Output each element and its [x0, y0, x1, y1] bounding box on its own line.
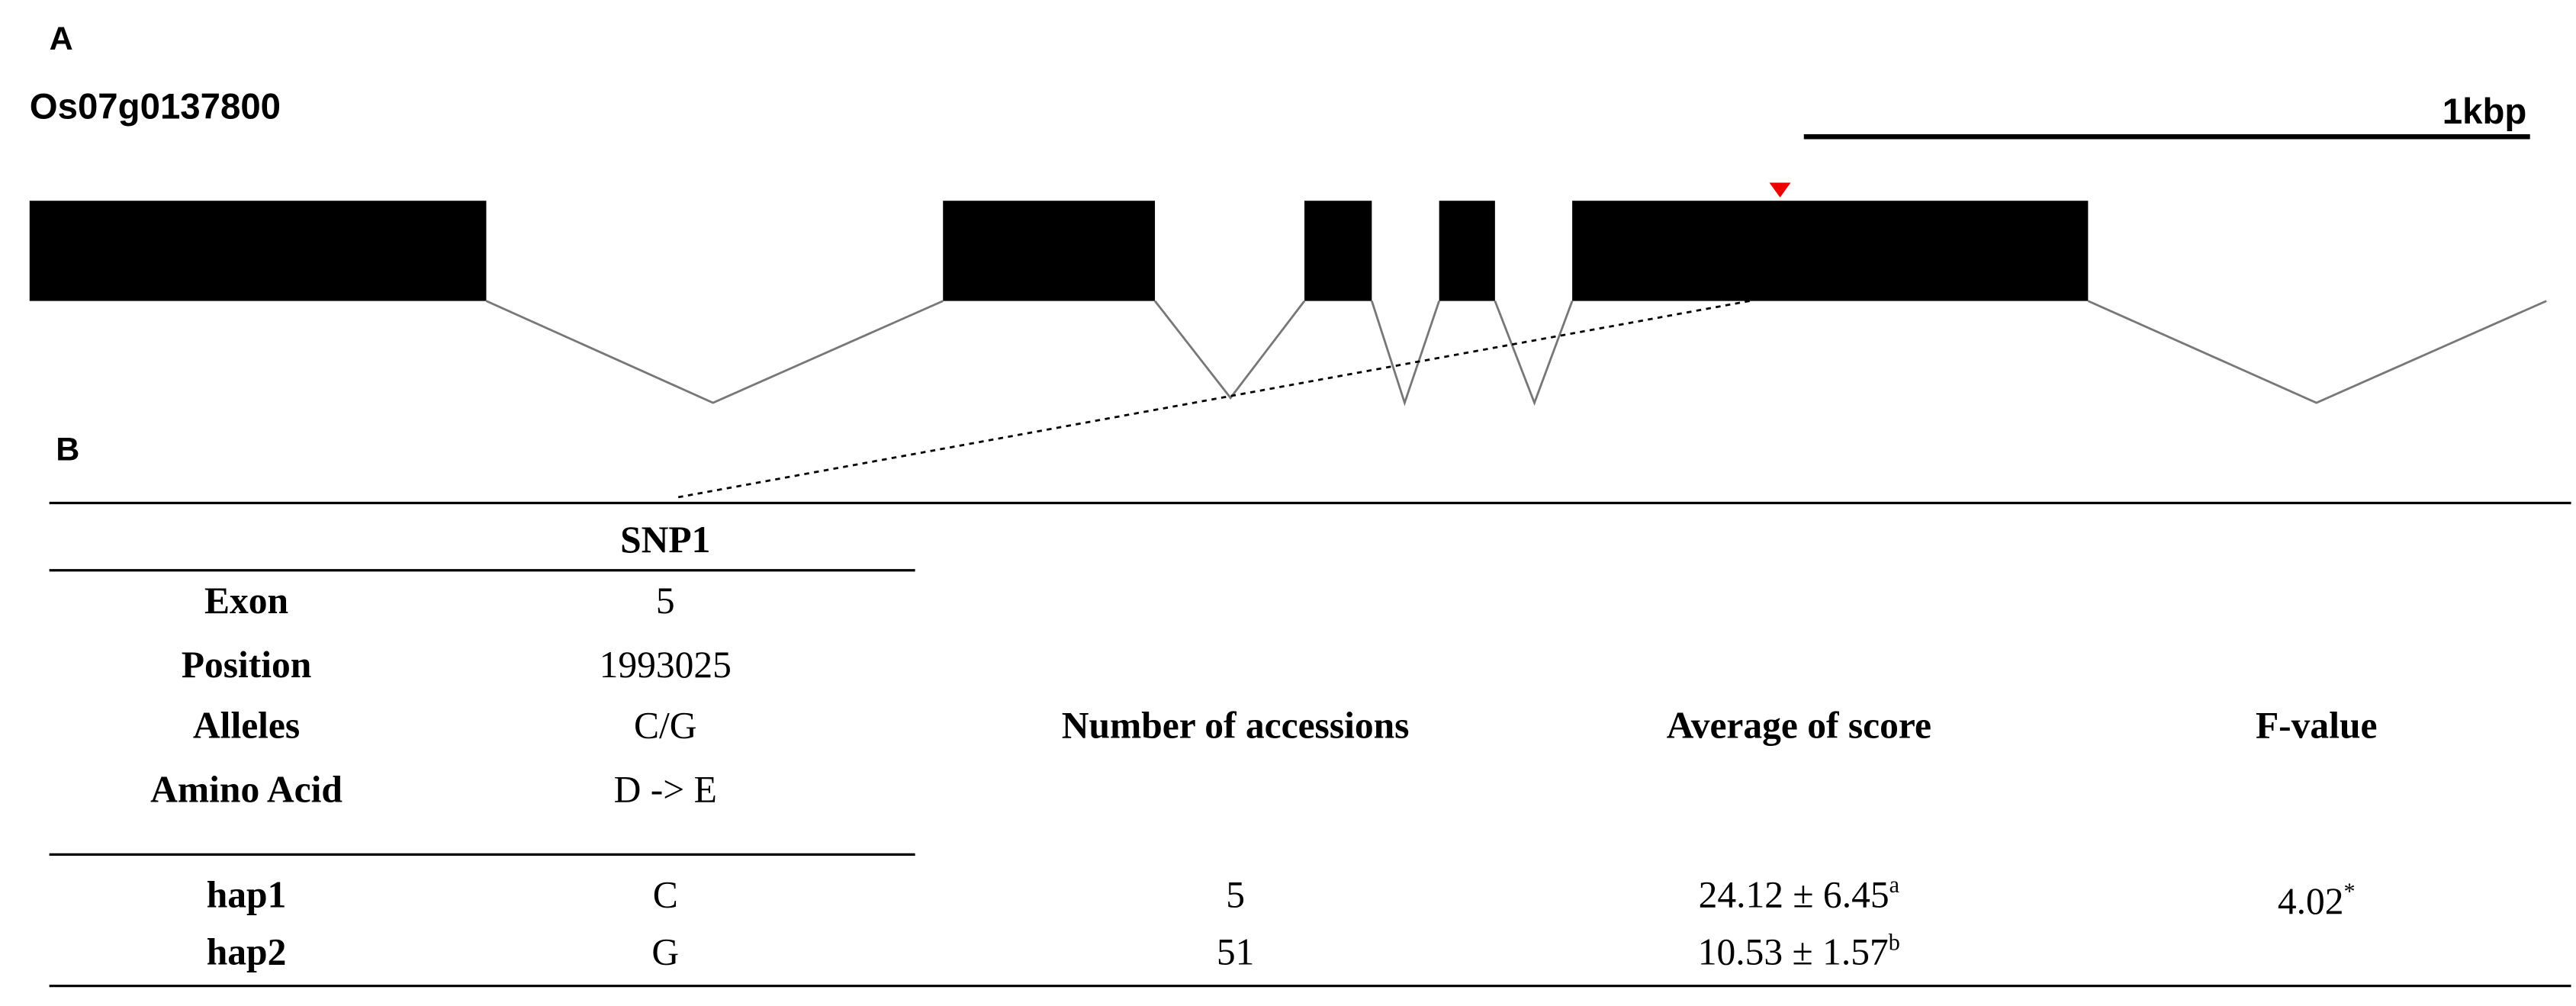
hap-name: hap2 [207, 931, 287, 973]
snp-info: Exon 5 Position 1993025 Alleles C/G Amino Acid… [150, 580, 732, 811]
info-label: Exon [204, 580, 288, 622]
info-label: Position [182, 644, 312, 686]
gene-name: Os07g0137800 [30, 87, 281, 127]
score-sup: a [1889, 872, 1899, 898]
column-header: F-value [2256, 704, 2378, 746]
haplotype-rows: hap1 C 5 24.12 ± 6.45a hap2 G 51 10.53 ± 1.57b [207, 872, 1900, 973]
column-header: Average of score [1667, 704, 1931, 746]
info-value: 5 [656, 580, 675, 622]
intron [1371, 301, 1440, 407]
intron [2087, 300, 2547, 404]
scale-label: 1kbp [2443, 92, 2527, 132]
f-value-sup: * [2344, 879, 2356, 905]
snp-marker [1769, 182, 1791, 198]
hap-accessions: 5 [1226, 873, 1245, 915]
exon [1439, 201, 1495, 301]
intron [1153, 300, 1306, 400]
exon [29, 201, 487, 301]
intron [485, 300, 944, 404]
exon [1572, 201, 2089, 301]
info-label: Alleles [193, 704, 300, 746]
score-value: 24.12 ± 6.45 [1699, 873, 1889, 915]
hap-allele: G [651, 931, 679, 973]
snp-header: SNP1 [620, 519, 710, 561]
hap-accessions: 51 [1217, 931, 1255, 973]
exons [29, 201, 2089, 301]
info-value: 1993025 [600, 644, 732, 686]
hap-allele: C [653, 873, 678, 915]
exon [1304, 201, 1372, 301]
panel-label: B [56, 432, 79, 468]
f-value: 4.02* [2278, 879, 2356, 922]
score-sup: b [1889, 929, 1900, 955]
snp-connector [673, 300, 1750, 500]
f-value-number: 4.02 [2278, 880, 2344, 922]
panel-label: A [50, 21, 73, 57]
exon [943, 201, 1156, 301]
info-value: D -> E [614, 768, 717, 810]
hap-score: 24.12 ± 6.45a [1699, 872, 1899, 915]
column-header: Number of accessions [1062, 704, 1410, 746]
introns [485, 300, 2547, 407]
score-value: 10.53 ± 1.57 [1698, 931, 1889, 973]
info-label: Amino Acid [150, 768, 343, 810]
info-value: C/G [634, 704, 697, 746]
hap-name: hap1 [207, 873, 287, 915]
hap-score: 10.53 ± 1.57b [1698, 929, 1900, 972]
intron [1494, 301, 1574, 407]
